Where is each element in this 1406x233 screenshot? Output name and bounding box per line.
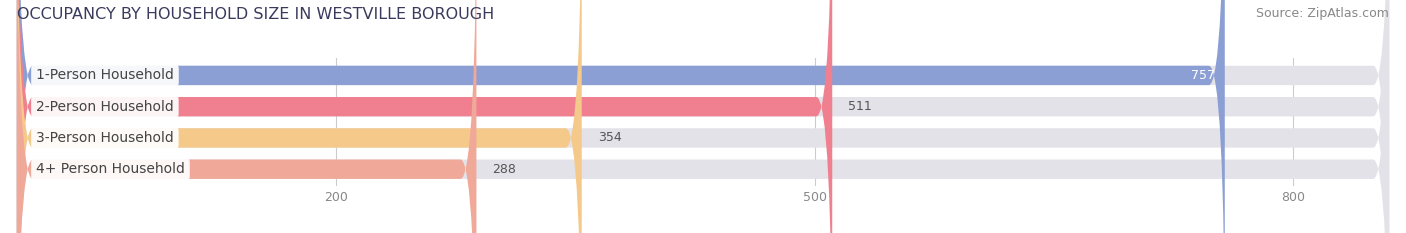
FancyBboxPatch shape [17,0,832,233]
FancyBboxPatch shape [17,0,1389,233]
Text: 354: 354 [598,131,621,144]
Text: 757: 757 [1191,69,1215,82]
FancyBboxPatch shape [17,0,1389,233]
Text: 288: 288 [492,163,516,176]
FancyBboxPatch shape [17,0,582,233]
FancyBboxPatch shape [17,0,1225,233]
Text: 4+ Person Household: 4+ Person Household [37,162,186,176]
FancyBboxPatch shape [17,0,1389,233]
Text: Source: ZipAtlas.com: Source: ZipAtlas.com [1256,7,1389,20]
Text: 511: 511 [848,100,872,113]
Text: 2-Person Household: 2-Person Household [37,100,174,114]
FancyBboxPatch shape [17,0,477,233]
Text: 3-Person Household: 3-Person Household [37,131,174,145]
Text: OCCUPANCY BY HOUSEHOLD SIZE IN WESTVILLE BOROUGH: OCCUPANCY BY HOUSEHOLD SIZE IN WESTVILLE… [17,7,494,22]
FancyBboxPatch shape [17,0,1389,233]
Text: 1-Person Household: 1-Person Household [37,69,174,82]
